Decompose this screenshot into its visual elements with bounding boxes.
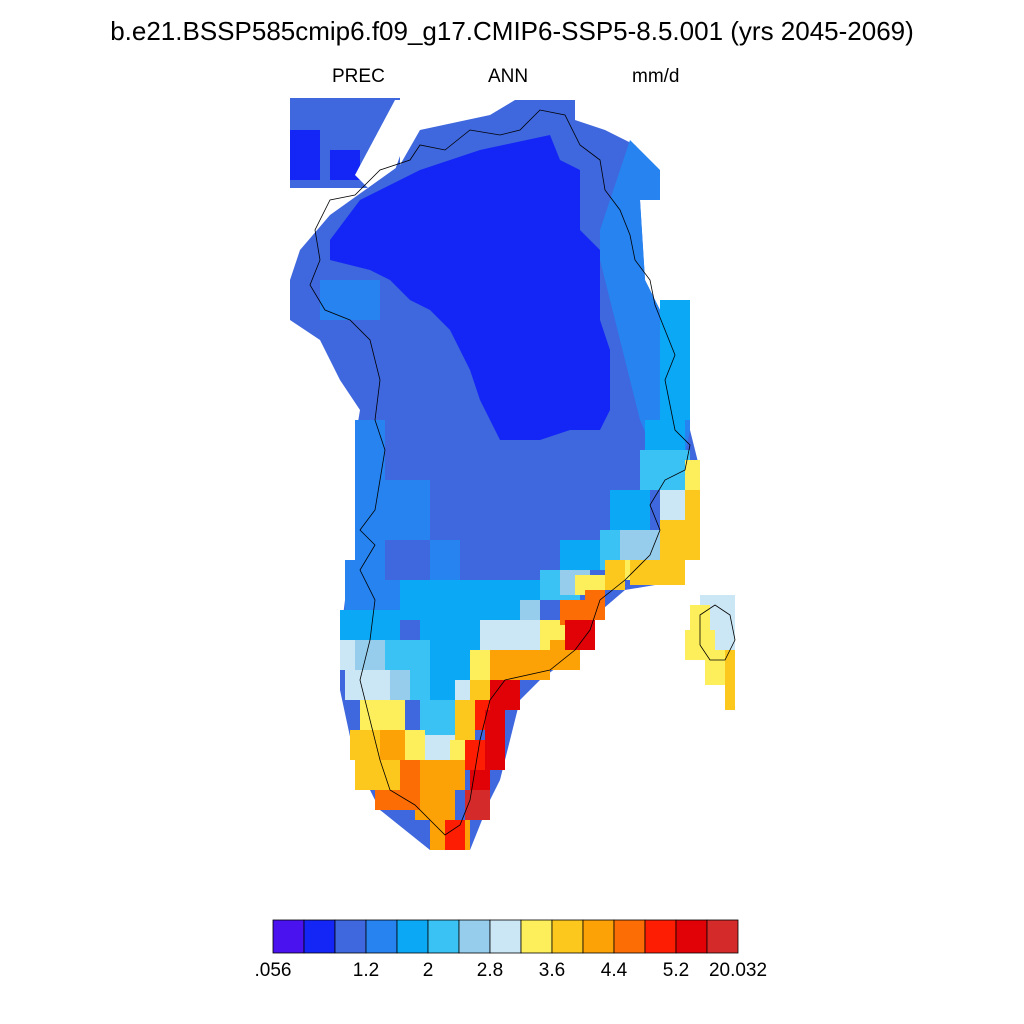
colorbar-box xyxy=(458,919,491,954)
colorbar-box xyxy=(334,919,367,954)
colorbar-tick-label: 2 xyxy=(422,960,434,981)
colorbar-box xyxy=(427,919,460,954)
units-label: mm/d xyxy=(632,66,680,87)
colorbar-box xyxy=(520,919,553,954)
colorbar-box xyxy=(551,919,584,954)
colorbar-box xyxy=(365,919,398,954)
colorbar-box xyxy=(706,919,739,954)
plot-title: b.e21.BSSP585cmip6.f09_g17.CMIP6-SSP5-8.… xyxy=(110,16,914,46)
colorbar-box xyxy=(396,919,429,954)
season-label: ANN xyxy=(488,66,529,87)
colorbar-box xyxy=(272,919,305,954)
colorbar-tick-label: 2.8 xyxy=(476,960,504,981)
colorbar-box xyxy=(303,919,336,954)
variable-label: PREC xyxy=(332,66,385,87)
colorbar-tick-label: 4.4 xyxy=(600,960,628,981)
colorbar-tick-label: 5.2 xyxy=(662,960,690,981)
colorbar-box xyxy=(613,919,646,954)
colorbar-box xyxy=(489,919,522,954)
colorbar-tick-label: 3.6 xyxy=(538,960,566,981)
colorbar-box xyxy=(675,919,708,954)
map-cells xyxy=(290,98,735,850)
colorbar-tick-label: .056 xyxy=(254,960,292,981)
colorbar-box xyxy=(582,919,615,954)
colorbar-box xyxy=(644,919,677,954)
colorbar-tick-label: 20.032 xyxy=(708,960,768,981)
colorbar-tick-label: 1.2 xyxy=(352,960,380,981)
coastline xyxy=(309,109,736,836)
